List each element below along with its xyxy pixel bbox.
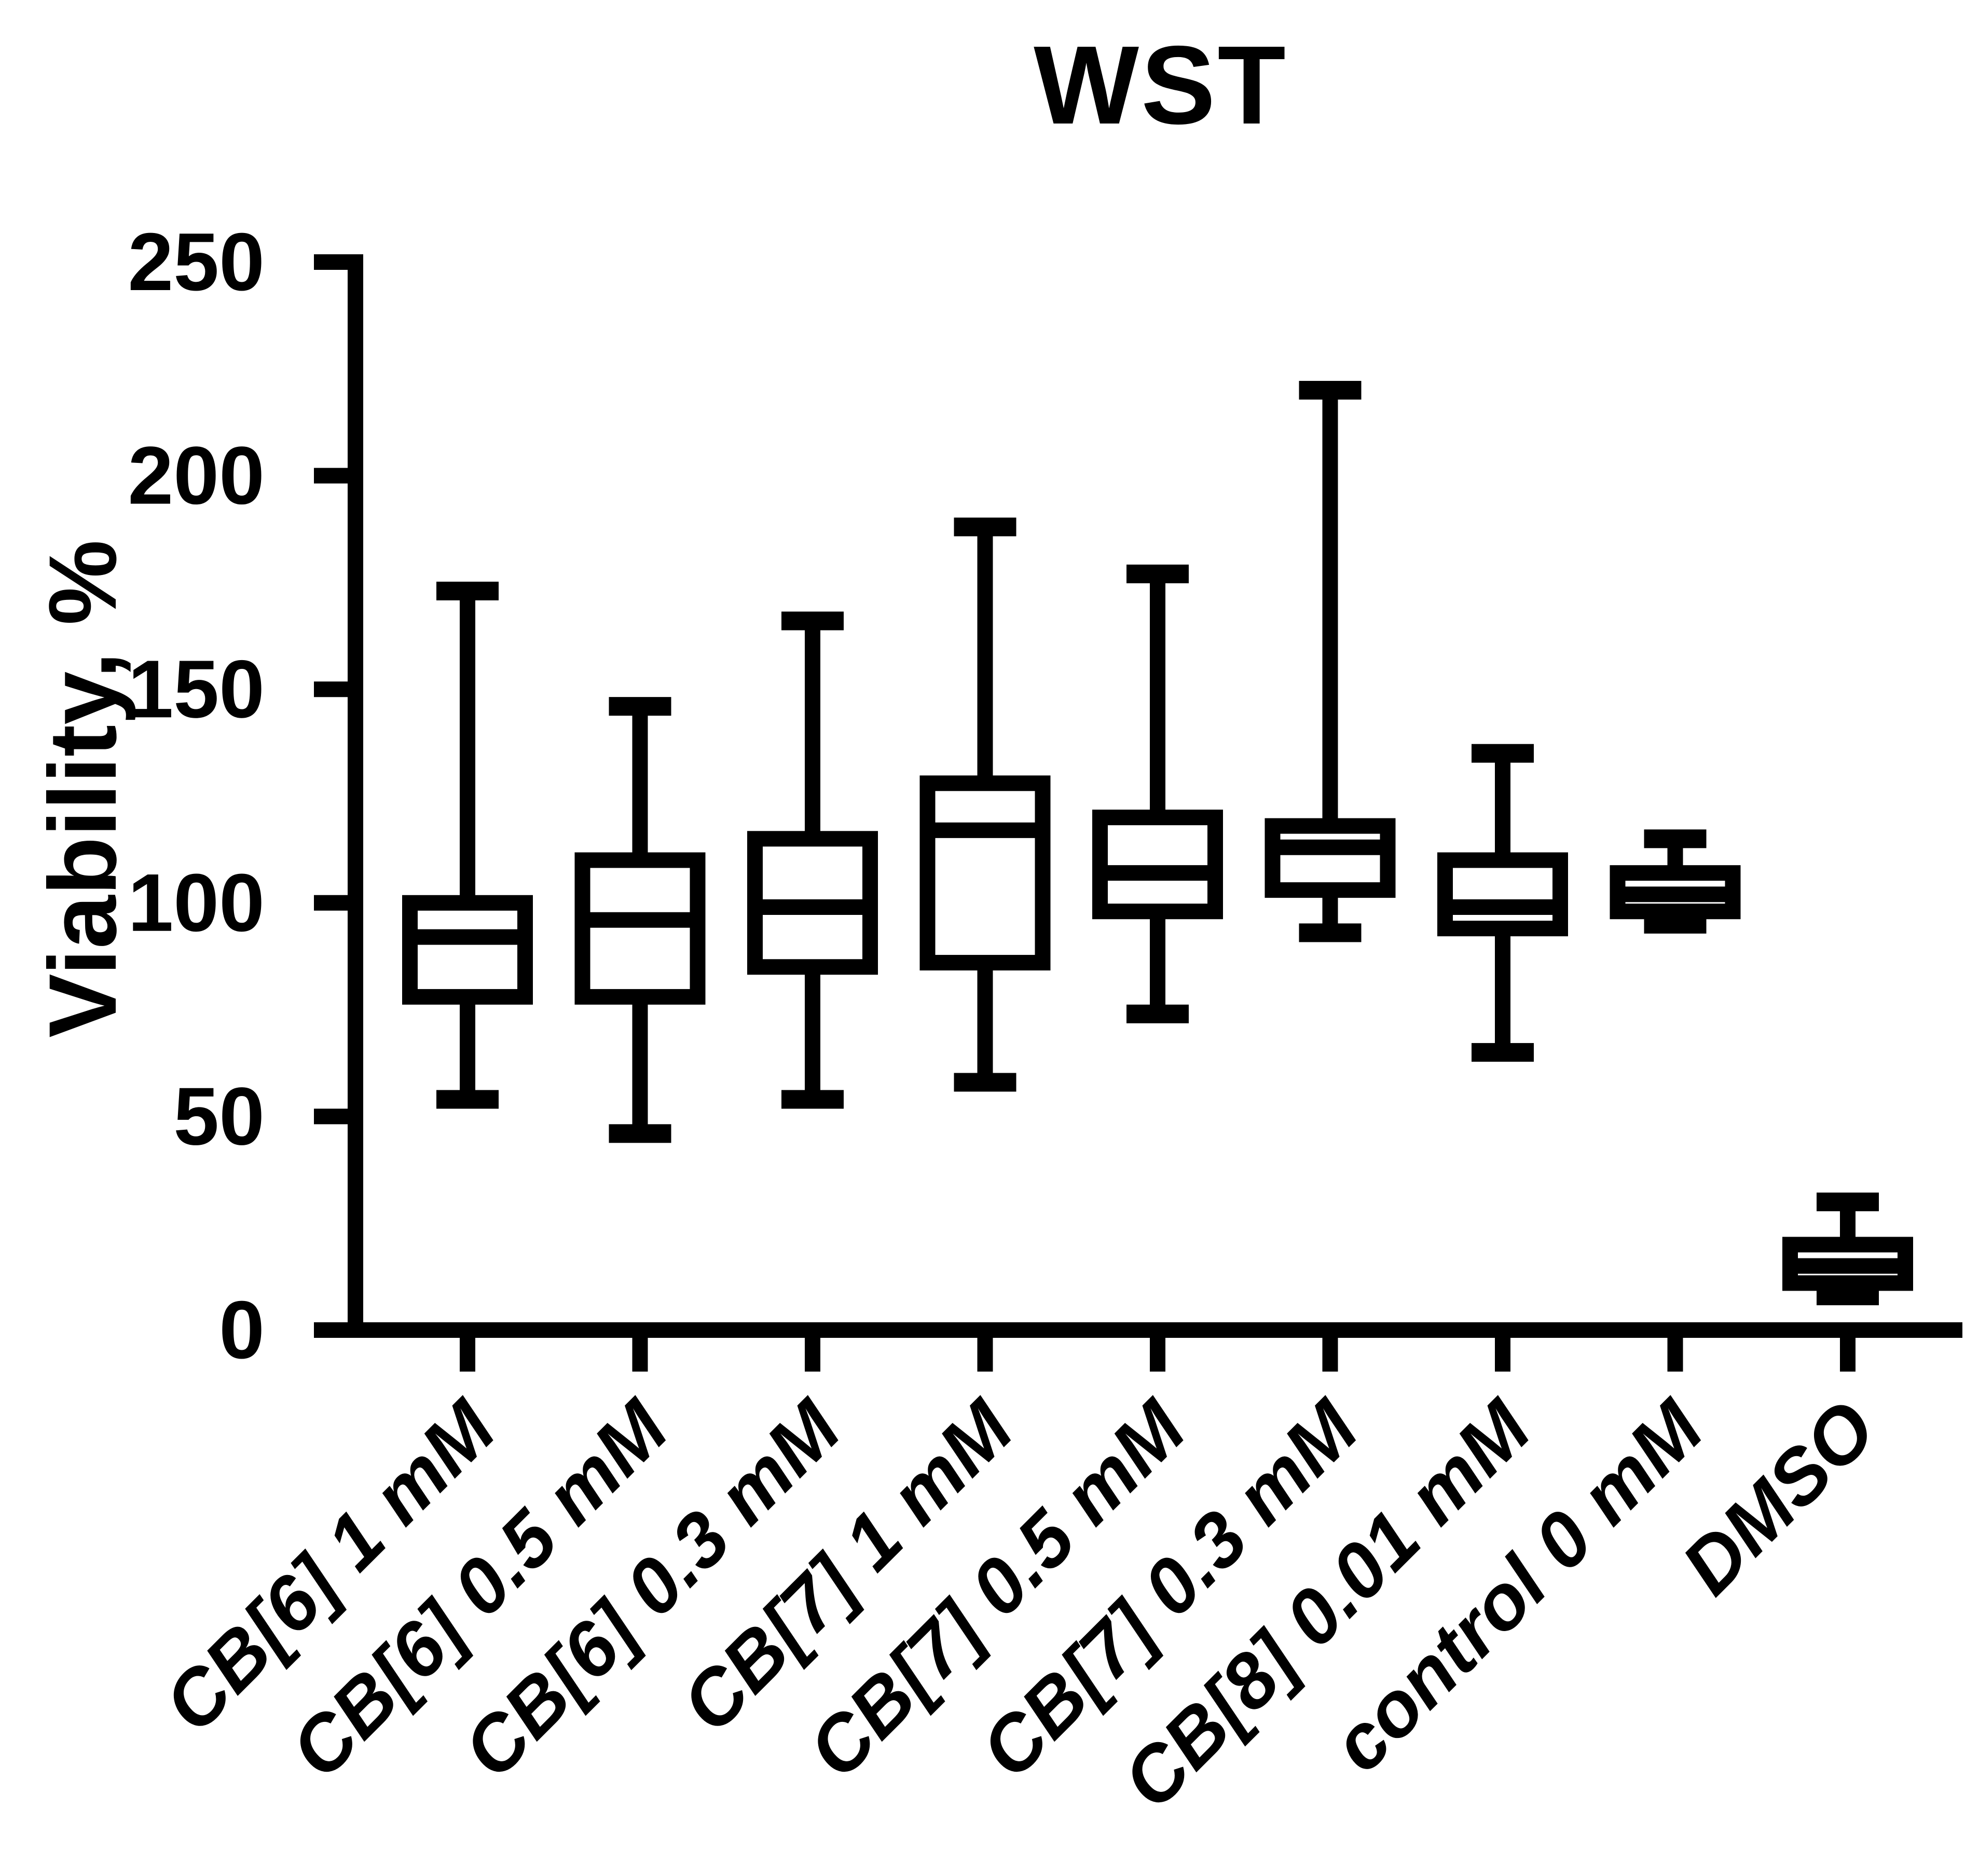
lower-whisker-cap [954, 1073, 1016, 1092]
y-tick-label: 250 [128, 216, 265, 308]
chart-title: WST [1034, 22, 1288, 147]
lower-whisker-cap [609, 1124, 671, 1143]
upper-whisker-cap [954, 517, 1016, 537]
y-tick-label: 0 [219, 1284, 265, 1376]
y-tick-label: 50 [173, 1071, 265, 1162]
box-iqr [574, 852, 706, 1005]
lower-whisker-cap [436, 1090, 499, 1109]
upper-whisker-cap [609, 697, 671, 716]
lower-whisker-cap [1126, 1004, 1189, 1023]
box-iqr [1265, 818, 1396, 898]
upper-whisker-cap [1817, 1193, 1879, 1212]
y-tick-label: 100 [128, 857, 265, 949]
y-axis-title: Viability, % [30, 540, 136, 1038]
upper-whisker-cap [781, 611, 844, 631]
upper-whisker-cap [1299, 380, 1362, 400]
lower-whisker-cap [1472, 1043, 1534, 1062]
upper-whisker-cap [1472, 744, 1534, 763]
upper-whisker-cap [1644, 829, 1707, 848]
lower-whisker-cap [1299, 923, 1362, 942]
box-iqr [919, 775, 1051, 971]
lower-whisker-cap [781, 1090, 844, 1109]
upper-whisker-cap [436, 581, 499, 600]
box-iqr [1092, 810, 1223, 920]
box-iqr [402, 895, 533, 1005]
y-tick-label: 200 [128, 430, 265, 522]
upper-whisker-cap [1126, 564, 1189, 583]
y-tick-label: 150 [128, 643, 265, 735]
box-iqr [1437, 852, 1568, 937]
x-axis-category-label: DMSO [1665, 1384, 1892, 1611]
